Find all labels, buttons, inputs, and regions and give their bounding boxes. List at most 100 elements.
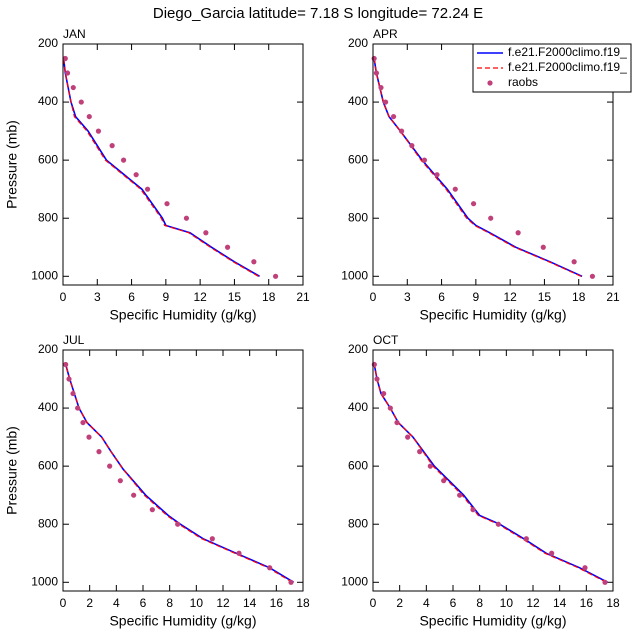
x-tick-label: 12 xyxy=(216,596,230,610)
raobs-point xyxy=(374,376,380,382)
y-axis-label: Pressure (mb) xyxy=(4,426,20,515)
raobs-point xyxy=(107,463,113,469)
raobs-point xyxy=(495,521,501,527)
raobs-point xyxy=(144,186,151,192)
x-axis-label: Specific Humidity (g/kg) xyxy=(419,307,566,323)
x-axis-label: Specific Humidity (g/kg) xyxy=(109,613,256,629)
raobs-point xyxy=(378,84,384,91)
raobs-point xyxy=(373,70,380,76)
y-tick-label: 400 xyxy=(38,94,58,108)
raobs-point xyxy=(175,521,181,527)
raobs-point xyxy=(441,478,447,484)
y-tick-label: 1000 xyxy=(341,268,368,282)
raobs-point xyxy=(602,579,608,585)
x-tick-label: 0 xyxy=(60,596,67,610)
y-tick-label: 200 xyxy=(348,36,368,50)
x-tick-label: 21 xyxy=(296,290,310,304)
raobs-point xyxy=(66,376,72,382)
raobs-point xyxy=(133,172,139,178)
raobs-point xyxy=(417,449,423,455)
x-tick-label: 3 xyxy=(94,290,101,304)
model-line xyxy=(64,364,295,583)
raobs-point xyxy=(582,565,588,571)
plot-area xyxy=(63,361,295,585)
raobs-point xyxy=(390,113,397,120)
y-tick-label: 200 xyxy=(348,342,368,356)
raobs-point xyxy=(86,113,92,120)
x-tick-label: 18 xyxy=(296,596,310,610)
x-tick-label: 4 xyxy=(423,596,430,610)
raobs-point xyxy=(120,157,127,163)
x-tick-label: 14 xyxy=(553,596,567,610)
x-tick-label: 2 xyxy=(86,596,93,610)
y-tick-label: 600 xyxy=(348,458,368,472)
x-tick-label: 14 xyxy=(243,596,257,610)
panel-label: JUL xyxy=(63,333,85,347)
raobs-point xyxy=(224,244,231,250)
x-tick-label: 6 xyxy=(140,596,147,610)
raobs-point xyxy=(236,550,242,556)
raobs-point xyxy=(523,536,529,542)
raobs-point xyxy=(272,273,279,279)
raobs-point xyxy=(86,434,92,440)
raobs-point xyxy=(381,390,387,397)
raobs-point xyxy=(288,579,294,585)
raobs-point xyxy=(457,492,463,498)
raobs-point xyxy=(515,230,521,236)
x-tick-label: 21 xyxy=(606,290,620,304)
raobs-point xyxy=(387,405,393,411)
raobs-point xyxy=(209,536,215,542)
raobs-point xyxy=(267,565,273,571)
raobs-point xyxy=(421,157,428,163)
raobs-point xyxy=(470,201,477,207)
legend-symbol xyxy=(487,80,493,86)
x-tick-label: 6 xyxy=(438,290,445,304)
raobs-point xyxy=(62,55,68,62)
raobs-point xyxy=(63,361,69,368)
plot-frame xyxy=(62,349,304,592)
raobs-point xyxy=(203,230,209,236)
y-tick-label: 600 xyxy=(38,152,58,166)
raobs-point xyxy=(382,99,389,105)
x-tick-label: 15 xyxy=(538,290,552,304)
x-tick-label: 12 xyxy=(193,290,207,304)
legend-label: f.e21.F2000climo.f19_ xyxy=(508,45,627,59)
y-tick-label: 800 xyxy=(348,210,368,224)
x-tick-label: 8 xyxy=(476,596,483,610)
y-tick-label: 400 xyxy=(348,400,368,414)
legend-label: f.e21.F2000climo.f19_ xyxy=(508,60,627,74)
raobs-point xyxy=(64,70,71,76)
raobs-point xyxy=(75,405,81,411)
x-tick-label: 12 xyxy=(526,596,540,610)
x-tick-label: 8 xyxy=(166,596,173,610)
raobs-point xyxy=(149,507,155,513)
raobs-point xyxy=(164,201,170,207)
y-tick-label: 1000 xyxy=(31,268,58,282)
chart-title: Diego_Garcia latitude= 7.18 S longitude=… xyxy=(153,5,483,22)
plot-frame xyxy=(62,43,304,286)
y-tick-label: 1000 xyxy=(341,574,368,588)
y-tick-label: 600 xyxy=(38,458,58,472)
x-tick-label: 16 xyxy=(580,596,594,610)
x-tick-label: 10 xyxy=(500,596,514,610)
y-tick-label: 800 xyxy=(348,516,368,530)
raobs-point xyxy=(183,215,190,221)
x-tick-label: 4 xyxy=(113,596,120,610)
x-tick-label: 0 xyxy=(370,290,377,304)
raobs-point xyxy=(398,128,405,134)
plot-area xyxy=(371,55,596,279)
raobs-point xyxy=(434,172,440,178)
raobs-point xyxy=(109,143,115,149)
x-tick-label: 0 xyxy=(370,596,377,610)
raobs-point xyxy=(470,507,476,513)
x-axis-label: Specific Humidity (g/kg) xyxy=(109,307,256,323)
raobs-point xyxy=(70,84,76,91)
panel-label: JAN xyxy=(63,27,86,41)
raobs-point xyxy=(394,419,400,426)
y-tick-label: 200 xyxy=(38,342,58,356)
y-tick-label: 800 xyxy=(38,516,58,530)
raobs-point xyxy=(371,55,377,62)
raobs-point xyxy=(409,143,415,149)
x-tick-label: 16 xyxy=(270,596,284,610)
legend: f.e21.F2000climo.f19_f.e21.F2000climo.f1… xyxy=(472,43,632,93)
